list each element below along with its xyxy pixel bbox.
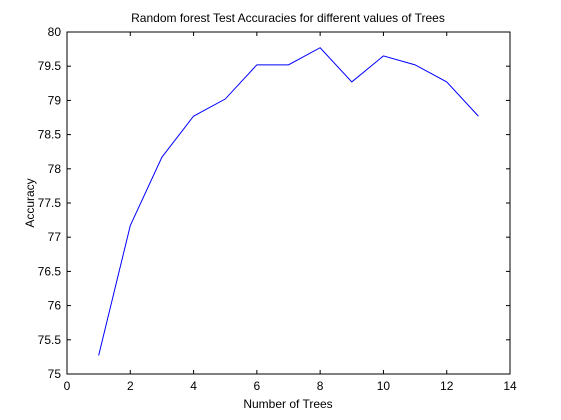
y-tick-label: 80 [48, 25, 62, 39]
y-tick-label: 75.5 [38, 333, 62, 347]
series-line [98, 47, 479, 356]
chart-title: Random forest Test Accuracies for differ… [131, 11, 445, 25]
x-tick-label: 0 [64, 379, 71, 393]
y-tick-label: 76.5 [38, 264, 62, 278]
x-tick-label: 10 [377, 379, 391, 393]
x-tick-label: 12 [440, 379, 454, 393]
x-tick-label: 8 [317, 379, 324, 393]
y-tick-label: 77 [48, 230, 62, 244]
y-tick-label: 79.5 [38, 59, 62, 73]
plot-area [66, 31, 511, 375]
y-tick-label: 79 [48, 93, 62, 107]
x-axis-label: Number of Trees [243, 397, 332, 411]
y-tick-label: 77.5 [38, 196, 62, 210]
x-axis-ticks: 0 2 4 6 8 10 12 14 [64, 32, 517, 393]
y-axis-label: Accuracy [23, 178, 37, 227]
y-tick-label: 75 [48, 367, 62, 381]
x-tick-label: 6 [254, 379, 261, 393]
x-tick-label: 14 [503, 379, 517, 393]
y-axis-ticks: 75 75.5 76 76.5 77 77.5 78 78.5 79 79.5 80 [38, 25, 510, 381]
x-tick-label: 4 [190, 379, 197, 393]
y-tick-label: 76 [48, 299, 62, 313]
y-tick-label: 78 [48, 162, 62, 176]
y-tick-label: 78.5 [38, 128, 62, 142]
x-tick-label: 2 [127, 379, 134, 393]
